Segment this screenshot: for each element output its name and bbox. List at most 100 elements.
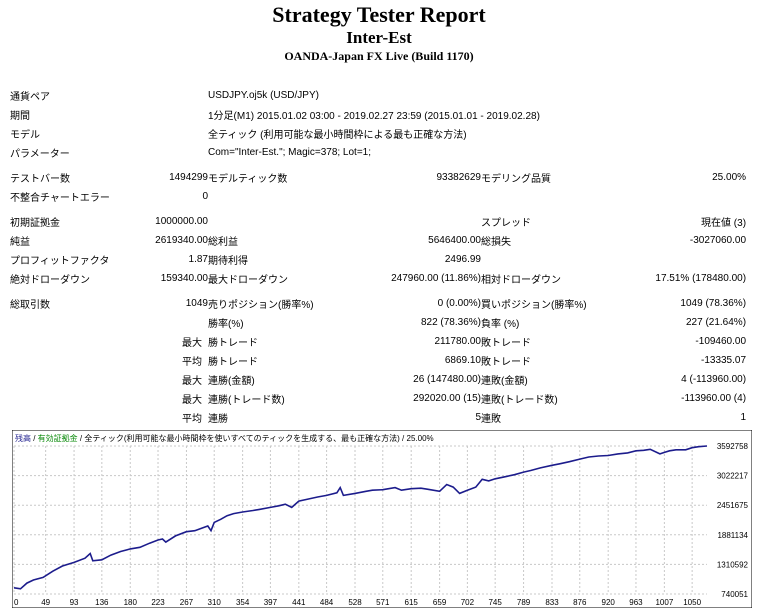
max-cons-loss-value: 4 (-113960.00): [681, 374, 747, 385]
report-table: 通貨ペア USDJPY.oj5k (USD/JPY) 期間 1分足(M1) 20…: [10, 86, 746, 427]
max-cons-win-amt-value: 292020.00 (15): [413, 393, 481, 404]
x-tick-label: 615: [405, 598, 419, 607]
y-tick-label: 3022217: [717, 472, 749, 481]
bars-value: 1494299: [169, 172, 208, 183]
max-cons-win-label: 連勝(金額): [208, 376, 255, 387]
legend-model: 全ティック(利用可能な最小時間枠を使いすべてのティックを生成する、最も正確な方法…: [84, 433, 400, 443]
avg-cons-win-label: 連勝: [208, 414, 228, 425]
report-title: Strategy Tester Report: [272, 2, 486, 27]
expert-name: Inter-Est: [346, 28, 412, 47]
x-tick-label: 0: [14, 598, 19, 607]
x-tick-label: 310: [208, 598, 222, 607]
x-tick-label: 93: [70, 598, 79, 607]
mismatch-label: 不整合チャートエラー: [10, 193, 110, 204]
deposit-label: 初期証拠金: [10, 218, 60, 229]
loss-rate-value: 227 (21.64%): [685, 317, 747, 328]
net-profit-label: 純益: [10, 237, 30, 248]
gross-profit-label: 総利益: [208, 237, 238, 248]
y-tick-label: 740051: [721, 590, 748, 599]
x-tick-label: 920: [602, 598, 616, 607]
x-tick-label: 354: [236, 598, 250, 607]
max-drawdown-label: 最大ドローダウン: [208, 275, 288, 286]
symbol-label: 通貨ペア: [10, 92, 50, 103]
period-value: 1分足(M1) 2015.01.02 03:00 - 2019.02.27 23…: [208, 111, 540, 122]
short-positions-value: 0 (0.00%): [437, 298, 481, 309]
average-word: 平均: [182, 357, 202, 368]
profit-factor-label: プロフィットファクタ: [10, 256, 110, 267]
total-trades-value: 1049: [185, 298, 208, 309]
abs-drawdown-value: 159340.00: [160, 273, 208, 284]
server-name: OANDA-Japan FX Live (Build 1170): [284, 49, 474, 63]
max-drawdown-value: 247960.00 (11.86%): [391, 273, 481, 284]
chart-frame: [12, 430, 752, 608]
avg-loss-label: 敗トレード: [481, 357, 531, 368]
x-tick-label: 1050: [683, 598, 701, 607]
largest-word: 最大: [182, 338, 202, 349]
short-positions-label: 売りポジション(勝率%): [208, 300, 314, 311]
legend-equity: 有効証拠金: [38, 433, 78, 443]
y-tick-label: 3592758: [717, 442, 749, 451]
symbol-value: USDJPY.oj5k (USD/JPY): [208, 90, 319, 101]
quality-label: モデリング品質: [481, 174, 551, 185]
avg-loss-value: -13335.07: [700, 355, 747, 366]
bars-label: テストバー数: [10, 174, 70, 185]
largest-win-label: 勝トレード: [208, 338, 258, 349]
x-tick-label: 789: [517, 598, 531, 607]
ticks-label: モデルティック数: [208, 174, 288, 185]
x-tick-label: 49: [41, 598, 50, 607]
quality-value: 25.00%: [712, 172, 747, 183]
spread-label: スプレッド: [481, 218, 531, 229]
x-tick-label: 702: [461, 598, 475, 607]
max-cons-loss-amt-label: 連敗(トレード数): [481, 395, 558, 406]
x-tick-label: 745: [488, 598, 502, 607]
x-tick-label: 528: [348, 598, 362, 607]
period-label: 期間: [10, 111, 30, 122]
y-axis-ticks: 3592758 3022217 2451675 1881134 1310592 74005…: [717, 442, 749, 599]
gross-loss-value: -3027060.00: [689, 235, 747, 246]
x-tick-label: 484: [320, 598, 334, 607]
rel-drawdown-label: 相対ドローダウン: [481, 275, 561, 286]
gross-loss-label: 総損失: [481, 237, 511, 248]
max-cons-loss-label: 連敗(金額): [481, 376, 528, 387]
x-tick-label: 136: [95, 598, 109, 607]
profit-factor-value: 1.87: [188, 254, 208, 265]
avg-cons-loss-value: 1: [740, 412, 747, 423]
gross-profit-value: 5646400.00: [428, 235, 481, 246]
x-tick-label: 180: [124, 598, 138, 607]
y-tick-label: 1881134: [717, 531, 748, 540]
model-value: 全ティック (利用可能な最小時間枠による最も正確な方法): [208, 130, 467, 141]
x-tick-label: 267: [180, 598, 194, 607]
net-profit-value: 2619340.00: [155, 235, 208, 246]
x-tick-label: 659: [433, 598, 447, 607]
x-tick-label: 1007: [655, 598, 673, 607]
legend-balance: 残高: [15, 433, 31, 443]
avg-cons-win-value: 5: [475, 412, 481, 423]
x-tick-label: 833: [545, 598, 559, 607]
rel-drawdown-value: 17.51% (178480.00): [655, 273, 747, 284]
max-cons-word: 最大: [182, 376, 202, 387]
avg-win-value: 6869.10: [444, 355, 481, 366]
total-trades-label: 総取引数: [10, 300, 50, 311]
spread-value: 現在値 (3): [701, 218, 747, 229]
ticks-value: 93382629: [436, 172, 482, 183]
avg-cons-loss-label: 連敗: [481, 414, 501, 425]
x-tick-label: 223: [151, 598, 165, 607]
params-label: パラメーター: [10, 149, 70, 160]
avg-cons-word: 平均: [182, 414, 202, 425]
long-positions-label: 買いポジション(勝率%): [481, 300, 587, 311]
x-tick-label: 876: [573, 598, 587, 607]
expected-payoff-value: 2496.99: [444, 254, 481, 265]
expected-payoff-label: 期待利得: [208, 256, 248, 267]
largest-loss-label: 敗トレード: [481, 338, 531, 349]
win-rate-value: 822 (78.36%): [420, 317, 481, 328]
largest-loss-value: -109460.00: [695, 336, 747, 347]
model-label: モデル: [10, 130, 40, 141]
abs-drawdown-label: 絶対ドローダウン: [10, 275, 90, 286]
max-cons-amt-word: 最大: [182, 395, 202, 406]
max-cons-win-amt-label: 連勝(トレード数): [208, 395, 285, 406]
win-rate-label: 勝率(%): [208, 319, 244, 330]
x-tick-label: 397: [264, 598, 278, 607]
x-axis-ticks: 0 49 93 136 180 223 267 310 354 397 441 484 528 571 61…: [14, 598, 702, 607]
largest-win-value: 211780.00: [434, 336, 481, 347]
long-positions-value: 1049 (78.36%): [680, 298, 747, 309]
